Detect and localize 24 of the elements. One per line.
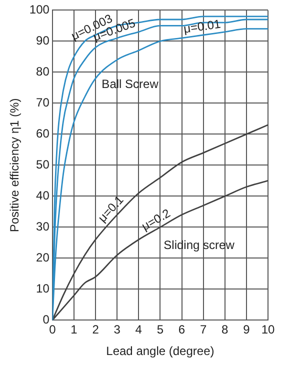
y-tick-label: 70: [36, 96, 50, 110]
annotation: μ=0.01: [182, 16, 222, 36]
y-tick-label: 60: [36, 126, 50, 141]
x-tick-label: 4: [135, 322, 142, 337]
x-tick-label: 2: [92, 322, 100, 337]
x-tick-label: 1: [70, 322, 78, 337]
y-tick-label: 40: [36, 188, 50, 203]
y-tick-label: 10: [36, 282, 50, 296]
y-tick-label: 0: [42, 312, 50, 327]
x-tick-label: 8: [222, 322, 229, 337]
y-tick-label: 90: [36, 34, 50, 48]
x-tick-label: 7: [200, 322, 207, 337]
x-tick-label: 3: [114, 322, 121, 337]
y-tick-label: 100: [29, 2, 50, 17]
x-tick-label: 5: [156, 322, 164, 337]
x-tick-label: 6: [178, 322, 186, 337]
x-axis-title: Lead angle (degree): [106, 344, 214, 358]
y-tick-label: 50: [36, 158, 50, 172]
x-tick-label: 9: [243, 322, 250, 337]
x-tick-label: 10: [261, 322, 275, 337]
y-axis-title: Positive efficiency η1 (%): [8, 98, 22, 232]
y-tick-label: 80: [36, 64, 50, 79]
y-tick-label: 30: [36, 220, 50, 234]
y-tick-label: 20: [36, 250, 50, 265]
